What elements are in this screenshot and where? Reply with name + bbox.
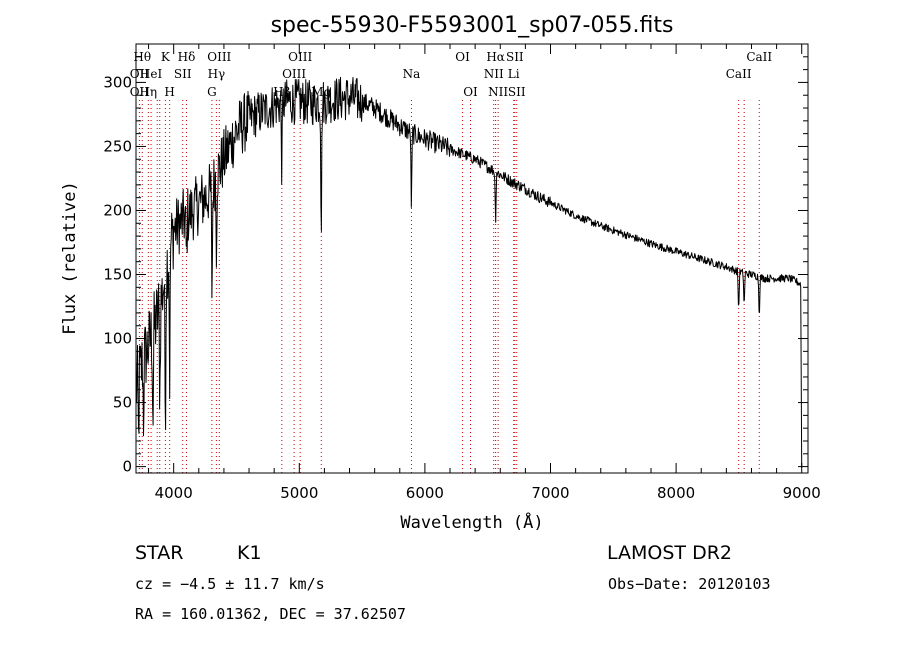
sky-coordinates: RA = 160.01362, DEC = 37.62507 (135, 605, 406, 623)
plot-axes: 4000 5000 6000 7000 8000 9000 0 50 100 150 200 250 3… (103, 43, 821, 502)
line-marker-label: NII (488, 85, 508, 99)
line-marker-label: CaII (726, 67, 752, 81)
line-marker-label: Na (403, 67, 421, 81)
y-tick-label: 200 (103, 201, 132, 219)
survey-name: LAMOST DR2 (607, 542, 732, 564)
x-tick-label: 5000 (280, 484, 318, 502)
x-axis-label: Wavelength (Å) (400, 511, 543, 533)
object-subclass: K1 (237, 542, 262, 564)
spectrum-line (135, 76, 803, 468)
line-marker-label: SII (506, 50, 524, 64)
line-marker-label: SII (508, 85, 526, 99)
y-tick-label: 50 (113, 394, 132, 412)
x-tick-label: 6000 (406, 484, 444, 502)
line-marker-label: SII (174, 67, 192, 81)
redshift-velocity: cz = −4.5 ± 11.7 km/s (135, 575, 325, 593)
observation-date: Obs−Date: 20120103 (608, 575, 771, 593)
x-tick-label: 7000 (531, 484, 569, 502)
line-marker-label: CaII (746, 50, 772, 64)
line-marker-label: OI (455, 50, 470, 64)
y-axis-label: Flux (relative) (60, 181, 80, 335)
line-marker-label: Li (508, 67, 520, 81)
line-marker-label: H (164, 85, 174, 99)
line-marker-label: Hδ (178, 50, 196, 64)
line-marker-label: Hη (139, 85, 157, 99)
line-marker-label: K (161, 50, 171, 64)
line-marker-label: Hγ (208, 67, 226, 81)
emission-line-markers: OIIOIIHθHηHeIKHSIIHδGHγOIIIHβOIIIOIIIMgN… (130, 50, 772, 473)
line-marker-label: G (207, 85, 217, 99)
spectrum-chart: spec-55930-F5593001_sp07-055.fits OII OII… (60, 13, 821, 533)
line-marker-label: OIII (282, 67, 306, 81)
plot-frame (135, 43, 809, 474)
x-tick-label: 8000 (657, 484, 695, 502)
line-marker-label: HeI (140, 67, 163, 81)
line-marker-label: OII (130, 67, 150, 81)
line-marker-label: Mg (311, 85, 331, 99)
y-tick-label: 0 (122, 458, 132, 476)
line-marker-label: Hθ (133, 50, 151, 64)
x-tick-label: 9000 (783, 484, 821, 502)
line-marker-label: OIII (288, 50, 312, 64)
line-marker-label: Hα (486, 50, 505, 64)
chart-title: spec-55930-F5593001_sp07-055.fits (271, 13, 674, 38)
x-tick-label: 4000 (155, 484, 193, 502)
y-tick-label: 150 (103, 266, 132, 284)
y-tick-label: 250 (103, 137, 132, 155)
line-marker-label: NII (484, 67, 504, 81)
y-tick-label: 100 (103, 330, 132, 348)
line-marker-label: OI (463, 85, 478, 99)
line-marker-label: OIII (207, 50, 231, 64)
object-class: STAR (135, 542, 184, 564)
line-marker-label: OII (130, 85, 150, 99)
y-tick-label: 300 (103, 73, 132, 91)
